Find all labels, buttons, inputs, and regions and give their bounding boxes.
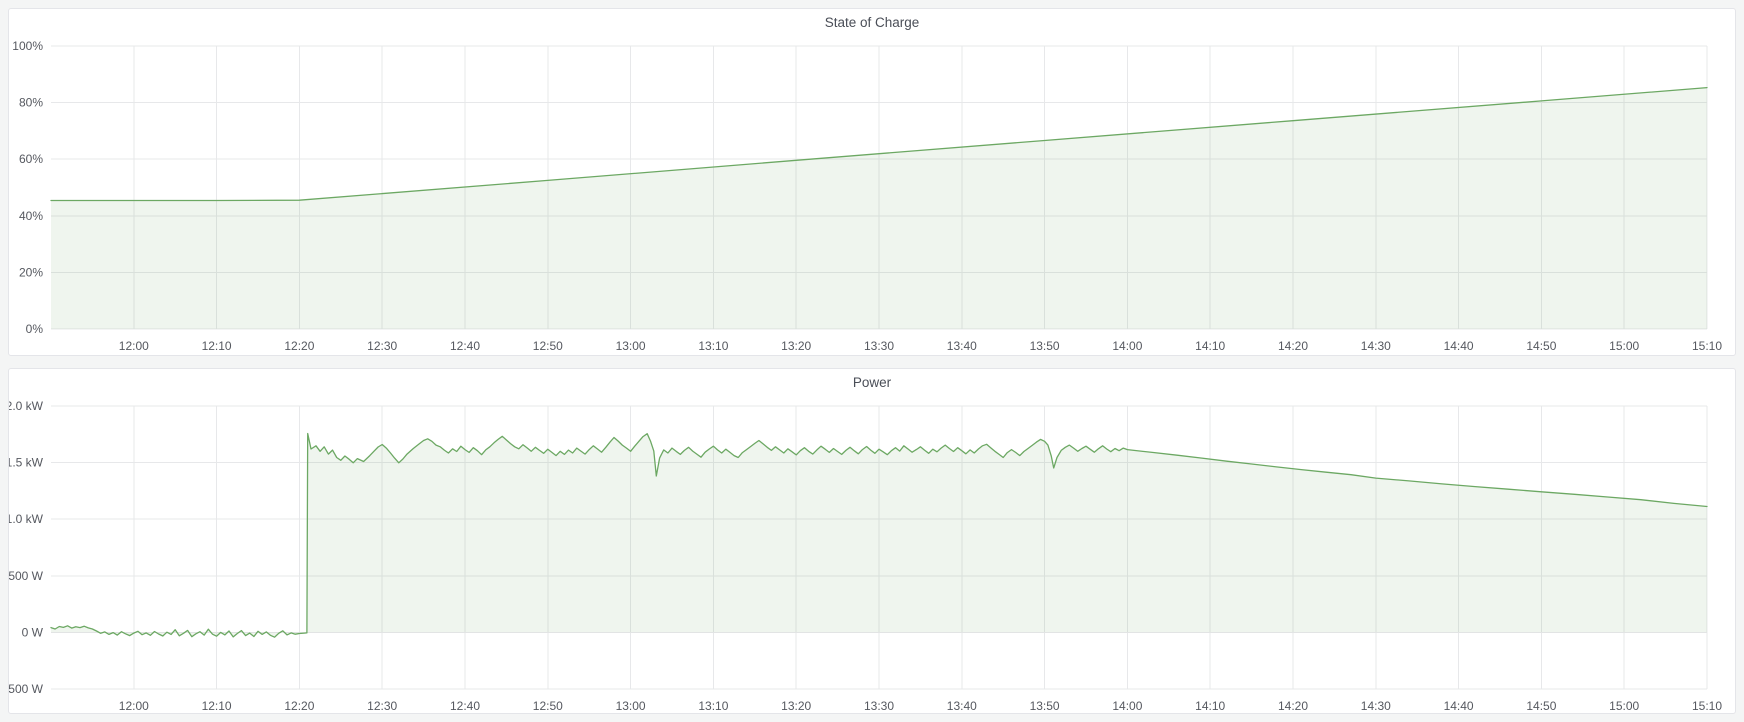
y-axis-label: 0 W [22, 625, 44, 639]
x-axis-label: 12:20 [284, 699, 314, 713]
x-axis-label: 14:40 [1444, 339, 1474, 353]
x-axis-label: 13:40 [947, 699, 977, 713]
x-axis-label: 12:20 [284, 339, 314, 353]
x-axis-label: 13:10 [698, 339, 728, 353]
panel-power: Power -500 W 0 W 500 W 1.0 kW 1.5 kW 2.0 kW 12… [8, 368, 1736, 714]
x-axis-label: 14:40 [1444, 699, 1474, 713]
x-axis-label: 15:00 [1609, 339, 1639, 353]
x-axis-label: 12:10 [202, 339, 232, 353]
x-axis-label: 14:00 [1112, 339, 1142, 353]
y-axis-label: 1.0 kW [9, 512, 44, 526]
panel-title-power[interactable]: Power [852, 375, 892, 390]
x-axis-label: 13:20 [781, 699, 811, 713]
x-axis-label: 13:10 [698, 699, 728, 713]
x-axis-label: 12:00 [119, 339, 149, 353]
x-axis-label: 15:00 [1609, 699, 1639, 713]
state-of-charge-chart[interactable]: 0% 20% 40% 60% 80% 100% 12:00 12:10 12:20 12:30 12… [9, 9, 1735, 355]
x-axis-label: 14:20 [1278, 339, 1308, 353]
state-of-charge-line [50, 86, 1708, 202]
x-axis-label: 13:50 [1030, 699, 1060, 713]
y-axis-label: -500 W [9, 682, 44, 696]
x-axis-label: 12:50 [533, 699, 563, 713]
x-axis-label: 14:20 [1278, 699, 1308, 713]
x-axis-label: 14:30 [1361, 699, 1391, 713]
x-axis-label: 12:30 [367, 699, 397, 713]
x-axis-label: 12:10 [202, 699, 232, 713]
panel-title-state-of-charge[interactable]: State of Charge [824, 15, 920, 30]
x-axis-label: 13:30 [864, 699, 894, 713]
panel-state-of-charge: State of Charge 0% 20% 40% 60% 80% 100% 12:00 1… [8, 8, 1736, 356]
state-of-charge-svg[interactable]: 0% 20% 40% 60% 80% 100% 12:00 12:10 12:20 12:30 12… [9, 9, 1735, 355]
x-axis-label: 12:40 [450, 339, 480, 353]
x-axis-label: 13:30 [864, 339, 894, 353]
x-axis-label: 15:10 [1692, 339, 1722, 353]
power-area [51, 433, 1707, 638]
power-svg[interactable]: -500 W 0 W 500 W 1.0 kW 1.5 kW 2.0 kW 12:00 12:… [9, 369, 1735, 713]
x-axis-label: 14:10 [1195, 339, 1225, 353]
y-axis-label: 2.0 kW [9, 399, 44, 413]
x-axis-label: 13:00 [616, 339, 646, 353]
x-axis-label: 15:10 [1692, 699, 1722, 713]
x-axis-label: 14:50 [1526, 699, 1556, 713]
x-axis-label: 13:20 [781, 339, 811, 353]
y-axis-label: 40% [19, 209, 43, 223]
y-axis-label: 100% [12, 39, 43, 53]
y-axis-label: 500 W [9, 569, 44, 583]
x-axis-label: 13:00 [616, 699, 646, 713]
x-axis-label: 14:30 [1361, 339, 1391, 353]
x-axis-label: 13:40 [947, 339, 977, 353]
x-axis-label: 12:50 [533, 339, 563, 353]
y-axis-label: 60% [19, 152, 43, 166]
x-axis-label: 14:10 [1195, 699, 1225, 713]
x-axis-label: 14:00 [1112, 699, 1142, 713]
y-axis-label: 1.5 kW [9, 456, 44, 470]
x-axis-label: 12:40 [450, 699, 480, 713]
x-axis-label: 13:50 [1030, 339, 1060, 353]
x-axis-label: 14:50 [1526, 339, 1556, 353]
state-of-charge-area [51, 87, 1707, 329]
x-axis-label: 12:00 [119, 699, 149, 713]
y-axis-label: 0% [26, 322, 44, 336]
y-axis-label: 80% [19, 96, 43, 110]
y-axis-label: 20% [19, 265, 43, 279]
power-line [50, 432, 1708, 638]
power-chart[interactable]: -500 W 0 W 500 W 1.0 kW 1.5 kW 2.0 kW 12:00 12:… [9, 369, 1735, 713]
x-axis-label: 12:30 [367, 339, 397, 353]
